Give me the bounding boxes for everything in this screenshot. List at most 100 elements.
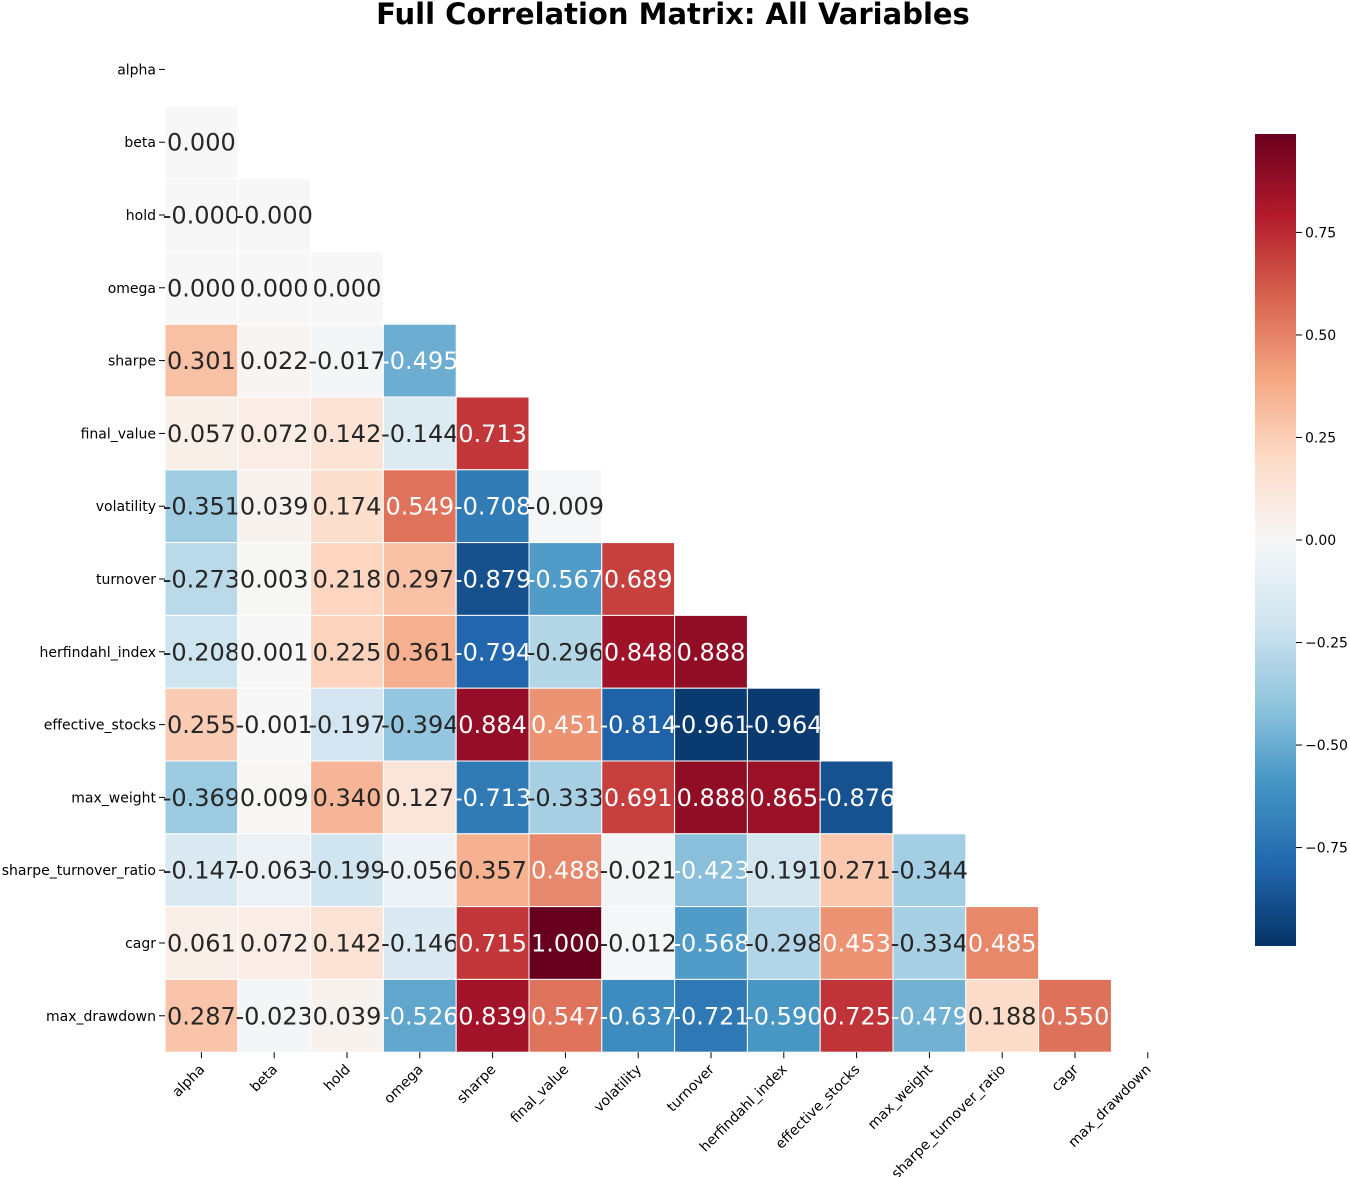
colorbar: 0.75 0.50 0.25 0.00 −0.25 −0.50 −0.75	[1255, 134, 1348, 946]
cell-final_value-sharpe	[455, 396, 530, 471]
row-label-hold: hold	[126, 208, 156, 224]
cell-label-sharpe_turnover_ratio-beta: -0.063	[236, 857, 313, 885]
cell-label-herfindahl_index-sharpe: -0.794	[454, 638, 531, 666]
cell-label-final_value-hold: 0.142	[313, 420, 382, 448]
cell-max_weight-herfindahl_index	[746, 760, 821, 835]
colorbar-tick-label: 0.00	[1305, 533, 1336, 549]
cell-label-max_drawdown-sharpe_turnover_ratio: 0.188	[968, 1002, 1037, 1030]
colorbar-tick-label: 0.75	[1305, 225, 1336, 241]
cell-label-hold-beta: -0.000	[236, 202, 313, 230]
cell-herfindahl_index-volatility	[601, 614, 676, 689]
cell-max_drawdown-effective_stocks	[819, 978, 894, 1053]
cell-label-max_weight-hold: 0.340	[313, 784, 382, 812]
cell-label-final_value-alpha: 0.057	[167, 420, 236, 448]
cell-label-effective_stocks-final_value: 0.451	[531, 711, 600, 739]
cell-label-max_drawdown-max_weight: -0.479	[891, 1002, 968, 1030]
cell-max_weight-beta	[237, 760, 312, 835]
cell-cagr-final_value	[528, 906, 603, 980]
cell-label-final_value-omega: -0.144	[381, 420, 458, 448]
cell-max_weight-alpha	[164, 760, 239, 835]
cell-cagr-effective_stocks	[819, 906, 894, 980]
cell-label-max_weight-final_value: -0.333	[527, 784, 604, 812]
column-labels: alpha beta hold omega sharpe final_value volat…	[169, 1052, 1155, 1177]
cell-label-turnover-sharpe: -0.879	[454, 566, 531, 594]
cell-max_weight-hold	[310, 760, 384, 835]
cell-label-max_weight-alpha: -0.369	[163, 784, 240, 812]
cell-label-effective_stocks-turnover: -0.961	[672, 711, 749, 739]
cell-label-cagr-turnover: -0.568	[672, 930, 749, 958]
cell-label-turnover-alpha: -0.273	[163, 566, 240, 594]
cell-omega-beta	[237, 250, 312, 325]
cell-volatility-hold	[310, 469, 384, 544]
cell-label-final_value-beta: 0.072	[240, 420, 309, 448]
cell-label-effective_stocks-herfindahl_index: -0.964	[745, 711, 822, 739]
colorbar-gradient	[1255, 134, 1296, 946]
cell-herfindahl_index-turnover	[674, 614, 748, 689]
cell-effective_stocks-volatility	[601, 687, 676, 762]
cell-max_weight-final_value	[528, 760, 603, 835]
cell-sharpe_turnover_ratio-max_weight	[892, 833, 967, 908]
cell-label-turnover-final_value: -0.567	[527, 566, 604, 594]
cell-label-max_drawdown-herfindahl_index: -0.590	[745, 1002, 822, 1030]
cell-effective_stocks-final_value	[528, 687, 603, 762]
cell-label-sharpe_turnover_ratio-effective_stocks: 0.271	[822, 857, 891, 885]
cell-max_drawdown-max_weight	[892, 978, 967, 1053]
cell-cagr-alpha	[164, 906, 239, 980]
cell-label-max_drawdown-beta: -0.023	[236, 1002, 313, 1030]
row-label-max_weight: max_weight	[71, 790, 156, 806]
col-label-omega: omega	[381, 1062, 426, 1107]
cell-sharpe-omega	[382, 323, 457, 398]
col-label-alpha: alpha	[169, 1062, 208, 1101]
cell-label-sharpe_turnover_ratio-omega: -0.056	[381, 857, 458, 885]
row-label-sharpe: sharpe	[108, 354, 156, 370]
cell-omega-alpha	[164, 250, 239, 325]
row-label-final_value: final_value	[81, 426, 156, 442]
cell-label-max_drawdown-alpha: 0.287	[167, 1002, 236, 1030]
cell-label-turnover-hold: 0.218	[313, 566, 382, 594]
cell-label-cagr-hold: 0.142	[313, 930, 382, 958]
cell-max_drawdown-hold	[310, 978, 384, 1053]
cell-max_drawdown-herfindahl_index	[746, 978, 821, 1053]
cell-max_weight-omega	[382, 760, 457, 835]
row-label-max_drawdown: max_drawdown	[46, 1009, 156, 1025]
cell-label-max_weight-effective_stocks: -0.876	[818, 784, 895, 812]
cell-herfindahl_index-alpha	[164, 614, 239, 689]
row-labels: alpha beta hold omega sharpe final_valuevolat…	[2, 62, 165, 1025]
cell-label-sharpe-hold: -0.017	[308, 347, 385, 375]
col-label-beta: beta	[247, 1062, 281, 1096]
cell-label-max_drawdown-sharpe: 0.839	[458, 1002, 527, 1030]
cell-hold-beta	[237, 178, 312, 252]
cell-volatility-final_value	[528, 469, 603, 544]
cell-label-herfindahl_index-beta: 0.001	[240, 638, 309, 666]
cell-label-sharpe_turnover_ratio-hold: -0.199	[308, 857, 385, 885]
cell-label-sharpe_turnover_ratio-volatility: -0.021	[600, 857, 677, 885]
cell-sharpe_turnover_ratio-omega	[382, 833, 457, 908]
col-label-sharpe: sharpe	[454, 1062, 499, 1107]
cell-sharpe_turnover_ratio-alpha	[164, 833, 239, 908]
row-label-turnover: turnover	[96, 572, 156, 588]
cell-cagr-volatility	[601, 906, 676, 980]
cell-label-sharpe_turnover_ratio-alpha: -0.147	[163, 857, 240, 885]
cell-label-turnover-volatility: 0.689	[604, 566, 673, 594]
cell-label-max_weight-herfindahl_index: 0.865	[749, 784, 818, 812]
cell-final_value-beta	[237, 396, 312, 471]
col-label-cagr: cagr	[1049, 1062, 1082, 1095]
cell-final_value-omega	[382, 396, 457, 471]
cell-label-sharpe_turnover_ratio-sharpe: 0.357	[458, 857, 527, 885]
cell-cagr-herfindahl_index	[746, 906, 821, 980]
cell-sharpe_turnover_ratio-herfindahl_index	[746, 833, 821, 908]
row-label-cagr: cagr	[125, 936, 156, 952]
cell-effective_stocks-beta	[237, 687, 312, 762]
cell-label-sharpe-beta: 0.022	[240, 347, 309, 375]
cell-label-max_weight-turnover: 0.888	[677, 784, 746, 812]
cell-label-cagr-volatility: -0.012	[600, 930, 677, 958]
cell-label-effective_stocks-sharpe: 0.884	[458, 711, 527, 739]
cell-label-max_drawdown-volatility: -0.637	[600, 1002, 677, 1030]
cell-label-omega-hold: 0.000	[313, 274, 382, 302]
row-label-alpha: alpha	[117, 62, 156, 78]
cell-label-max_drawdown-effective_stocks: 0.725	[822, 1002, 891, 1030]
colorbar-tick-label: 0.25	[1305, 430, 1336, 446]
cell-label-volatility-hold: 0.174	[313, 493, 382, 521]
cell-omega-hold	[310, 250, 384, 325]
